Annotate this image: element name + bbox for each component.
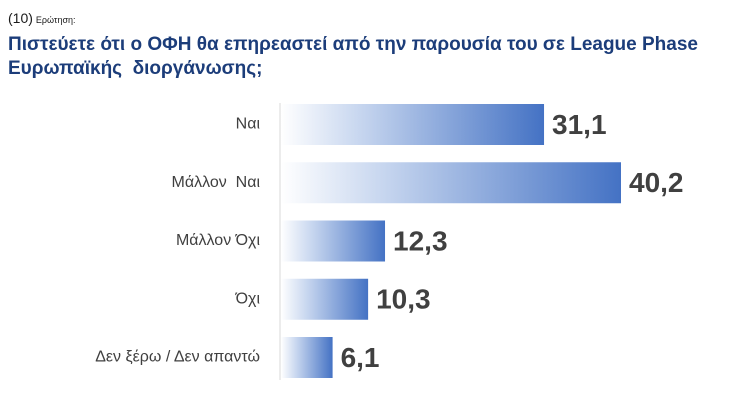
category-label-1: Ναι [236,116,261,133]
question-number: (10) [8,10,33,26]
bar-3 [281,220,386,262]
category-labels-group: Ναι Μάλλον Ναι Μάλλον Όχι Όχι Δεν ξέρω / Δεν… [95,116,260,366]
question-title-line-2: Ευρωπαϊκής διοργάνωσης; [8,58,263,79]
value-label-5: 6,1 [341,342,380,373]
bars-group [281,104,621,378]
category-label-2: Μάλλον Ναι [172,174,261,191]
category-label-3: Μάλλον Όχι [176,232,260,249]
value-labels-group: 31,1 40,2 12,3 10,3 6,1 [341,109,684,373]
value-label-3: 12,3 [393,225,448,256]
value-label-4: 10,3 [376,284,431,315]
question-label: Ερώτηση: [35,15,76,25]
question-title: Πιστεύετε ότι ο ΟΦΗ θα επηρεαστεί από τη… [8,33,723,81]
value-label-1: 31,1 [552,109,607,140]
question-header: (10) Ερώτηση: [8,10,76,28]
category-label-4: Όχι [235,290,261,307]
bar-2 [281,162,621,204]
bar-4 [281,278,369,320]
category-label-5: Δεν ξέρω / Δεν απαντώ [95,349,260,366]
bar-5 [281,337,333,378]
question-title-line-1: Πιστεύετε ότι ο ΟΦΗ θα επηρεαστεί από τη… [8,34,698,55]
bar-1 [281,104,545,145]
value-label-2: 40,2 [629,167,684,198]
